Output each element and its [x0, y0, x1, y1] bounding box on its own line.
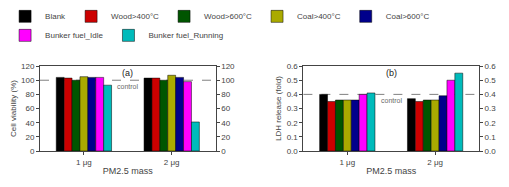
svg-text:control: control — [117, 83, 138, 90]
svg-text:Coal>600°C: Coal>600°C — [386, 12, 430, 21]
svg-text:0.4: 0.4 — [485, 90, 497, 99]
svg-text:2 μg: 2 μg — [427, 158, 443, 167]
svg-text:100: 100 — [21, 76, 35, 85]
svg-text:120: 120 — [221, 62, 235, 71]
svg-text:PM2.5 mass: PM2.5 mass — [103, 166, 154, 176]
svg-text:LDH release (fold): LDH release (fold) — [274, 76, 283, 141]
svg-text:80: 80 — [25, 90, 34, 99]
svg-text:control: control — [381, 97, 402, 104]
svg-text:2 μg: 2 μg — [164, 158, 180, 167]
svg-text:Bunker fuel_Idle: Bunker fuel_Idle — [45, 31, 103, 40]
svg-text:Coal>400°C: Coal>400°C — [297, 12, 341, 21]
svg-text:0.6: 0.6 — [287, 62, 299, 71]
svg-text:Blank: Blank — [45, 12, 66, 21]
svg-text:0.1: 0.1 — [287, 133, 299, 142]
svg-text:PM2.5 mass: PM2.5 mass — [366, 166, 417, 176]
svg-text:Wood>600°C: Wood>600°C — [204, 12, 252, 21]
svg-text:0.5: 0.5 — [485, 76, 497, 85]
svg-text:Cell viability (%): Cell viability (%) — [9, 80, 18, 137]
svg-text:40: 40 — [221, 118, 230, 127]
svg-text:Bunker fuel_Running: Bunker fuel_Running — [148, 31, 223, 40]
svg-text:0.0: 0.0 — [287, 147, 299, 156]
svg-text:40: 40 — [25, 118, 34, 127]
svg-text:1 μg: 1 μg — [339, 158, 355, 167]
svg-text:60: 60 — [221, 104, 230, 113]
svg-text:120: 120 — [21, 62, 35, 71]
svg-text:0.2: 0.2 — [485, 118, 497, 127]
svg-text:(b): (b) — [386, 68, 397, 78]
svg-text:Wood>400°C: Wood>400°C — [111, 12, 159, 21]
svg-text:0.3: 0.3 — [485, 104, 497, 113]
svg-text:80: 80 — [221, 90, 230, 99]
svg-text:0.2: 0.2 — [287, 118, 299, 127]
svg-text:0.5: 0.5 — [287, 76, 299, 85]
svg-text:60: 60 — [25, 104, 34, 113]
svg-text:0: 0 — [221, 147, 226, 156]
svg-text:(a): (a) — [122, 68, 133, 78]
svg-text:0.3: 0.3 — [287, 104, 299, 113]
svg-text:0.4: 0.4 — [287, 90, 299, 99]
svg-text:0: 0 — [30, 147, 35, 156]
svg-text:20: 20 — [221, 133, 230, 142]
svg-text:0.1: 0.1 — [485, 133, 497, 142]
svg-text:0.6: 0.6 — [485, 62, 497, 71]
svg-text:20: 20 — [25, 133, 34, 142]
svg-text:0.0: 0.0 — [485, 147, 497, 156]
svg-text:100: 100 — [221, 76, 235, 85]
svg-text:1 μg: 1 μg — [76, 158, 92, 167]
